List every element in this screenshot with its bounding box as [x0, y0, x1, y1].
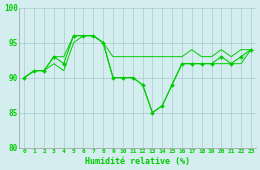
- X-axis label: Humidité relative (%): Humidité relative (%): [85, 157, 190, 166]
